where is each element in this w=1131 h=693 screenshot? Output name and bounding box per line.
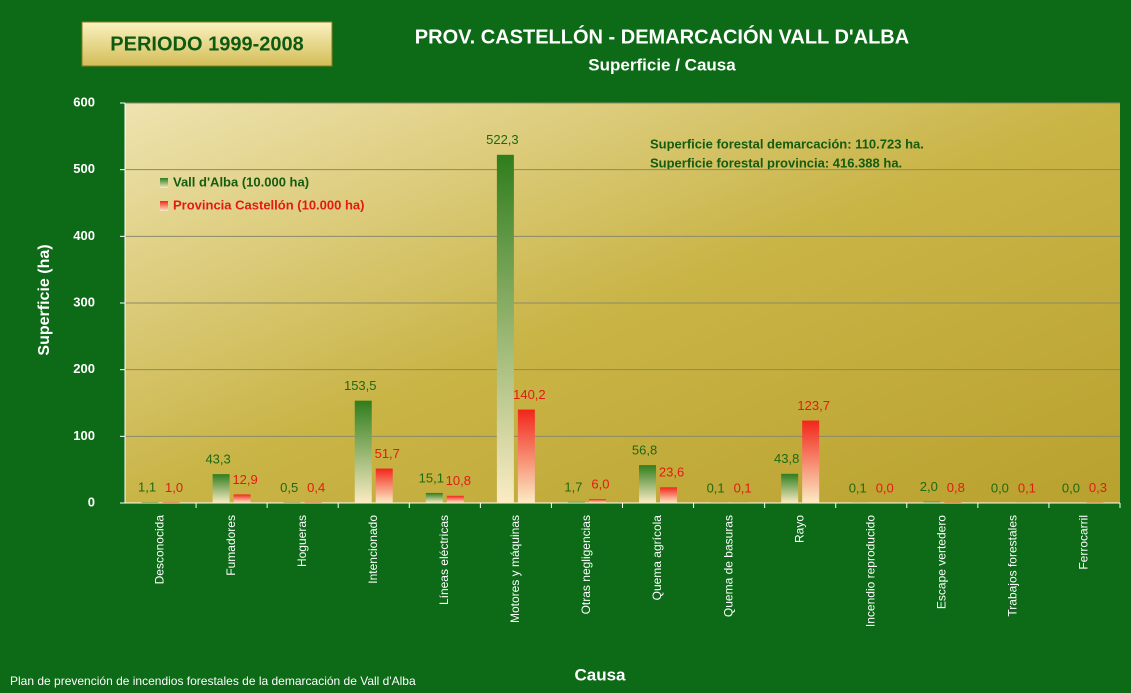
x-tick-label: Líneas eléctricas bbox=[437, 515, 451, 605]
bar bbox=[588, 499, 606, 503]
legend-label: Vall d'Alba (10.000 ha) bbox=[173, 174, 309, 189]
y-tick-label: 200 bbox=[73, 361, 95, 376]
bar bbox=[660, 487, 678, 503]
data-label: 56,8 bbox=[632, 443, 657, 458]
data-label: 0,4 bbox=[307, 480, 325, 495]
data-label: 1,0 bbox=[165, 480, 183, 495]
data-label: 0,1 bbox=[849, 480, 867, 495]
y-tick-label: 600 bbox=[73, 94, 95, 109]
x-tick-label: Otras negligencias bbox=[579, 515, 593, 614]
data-label: 140,2 bbox=[513, 387, 546, 402]
data-label: 153,5 bbox=[344, 378, 377, 393]
bar bbox=[375, 468, 393, 503]
bar bbox=[923, 501, 941, 503]
x-tick-label: Trabajos forestales bbox=[1006, 515, 1020, 617]
bar bbox=[233, 494, 251, 503]
data-label: 0,1 bbox=[1018, 480, 1036, 495]
footer: Plan de prevención de incendios forestal… bbox=[10, 674, 416, 688]
x-tick-label: Quema de basuras bbox=[721, 515, 735, 617]
bar bbox=[781, 473, 799, 503]
legend-swatch bbox=[160, 201, 168, 211]
data-label: 0,0 bbox=[1062, 480, 1080, 495]
chart-subtitle: Superficie / Causa bbox=[588, 55, 736, 74]
data-label: 1,1 bbox=[138, 480, 156, 495]
bar bbox=[639, 465, 657, 503]
y-tick-label: 0 bbox=[88, 494, 95, 509]
data-label: 0,8 bbox=[947, 480, 965, 495]
data-label: 522,3 bbox=[486, 132, 519, 147]
bar bbox=[354, 400, 372, 503]
x-axis-label: Causa bbox=[574, 665, 626, 684]
data-label: 23,6 bbox=[659, 465, 684, 480]
x-tick-label: Quema agrícola bbox=[650, 515, 664, 601]
annotation: Superficie forestal provincia: 416.388 h… bbox=[650, 155, 902, 170]
bar bbox=[802, 420, 820, 503]
x-tick-label: Intencionado bbox=[366, 515, 380, 584]
bar bbox=[212, 474, 230, 503]
annotation: Superficie forestal demarcación: 110.723… bbox=[650, 136, 924, 151]
x-tick-label: Desconocida bbox=[153, 515, 167, 585]
y-tick-label: 100 bbox=[73, 428, 95, 443]
badge bbox=[81, 21, 333, 67]
y-axis-label: Superficie (ha) bbox=[36, 244, 53, 355]
bar bbox=[425, 492, 443, 503]
data-label: 10,8 bbox=[446, 473, 471, 488]
bar bbox=[446, 495, 464, 503]
data-label: 15,1 bbox=[419, 470, 444, 485]
y-tick-label: 300 bbox=[73, 294, 95, 309]
x-tick-label: Hogueras bbox=[295, 515, 309, 567]
data-label: 0,0 bbox=[876, 480, 894, 495]
bar bbox=[496, 154, 514, 504]
data-label: 43,3 bbox=[205, 452, 230, 467]
x-tick-label: Fumadores bbox=[224, 515, 238, 576]
x-tick-label: Incendio reproducido bbox=[863, 515, 877, 627]
legend-swatch bbox=[160, 178, 168, 188]
data-label: 2,0 bbox=[920, 479, 938, 494]
x-tick-label: Rayo bbox=[792, 515, 806, 543]
x-tick-label: Escape vertedero bbox=[934, 515, 948, 609]
data-label: 123,7 bbox=[797, 398, 830, 413]
badge-text: PERIODO 1999-2008 bbox=[110, 33, 303, 55]
data-label: 12,9 bbox=[232, 472, 257, 487]
data-label: 0,1 bbox=[734, 480, 752, 495]
y-tick-label: 400 bbox=[73, 228, 95, 243]
data-label: 6,0 bbox=[591, 476, 609, 491]
data-label: 0,3 bbox=[1089, 480, 1107, 495]
data-label: 43,8 bbox=[774, 451, 799, 466]
chart-title: PROV. CASTELLÓN - DEMARCACIÓN VALL D'ALB… bbox=[415, 24, 909, 48]
data-label: 0,5 bbox=[280, 480, 298, 495]
bar bbox=[567, 501, 585, 503]
data-label: 1,7 bbox=[564, 479, 582, 494]
bar bbox=[944, 502, 962, 503]
bar bbox=[162, 502, 180, 503]
y-tick-label: 500 bbox=[73, 161, 95, 176]
x-tick-label: Motores y máquinas bbox=[508, 515, 522, 623]
data-label: 51,7 bbox=[375, 446, 400, 461]
x-tick-label: Ferrocarril bbox=[1077, 515, 1091, 570]
bar bbox=[517, 409, 535, 503]
data-label: 0,0 bbox=[991, 480, 1009, 495]
bar bbox=[141, 502, 159, 503]
data-label: 0,1 bbox=[707, 480, 725, 495]
legend-label: Provincia Castellón (10.000 ha) bbox=[173, 197, 364, 212]
